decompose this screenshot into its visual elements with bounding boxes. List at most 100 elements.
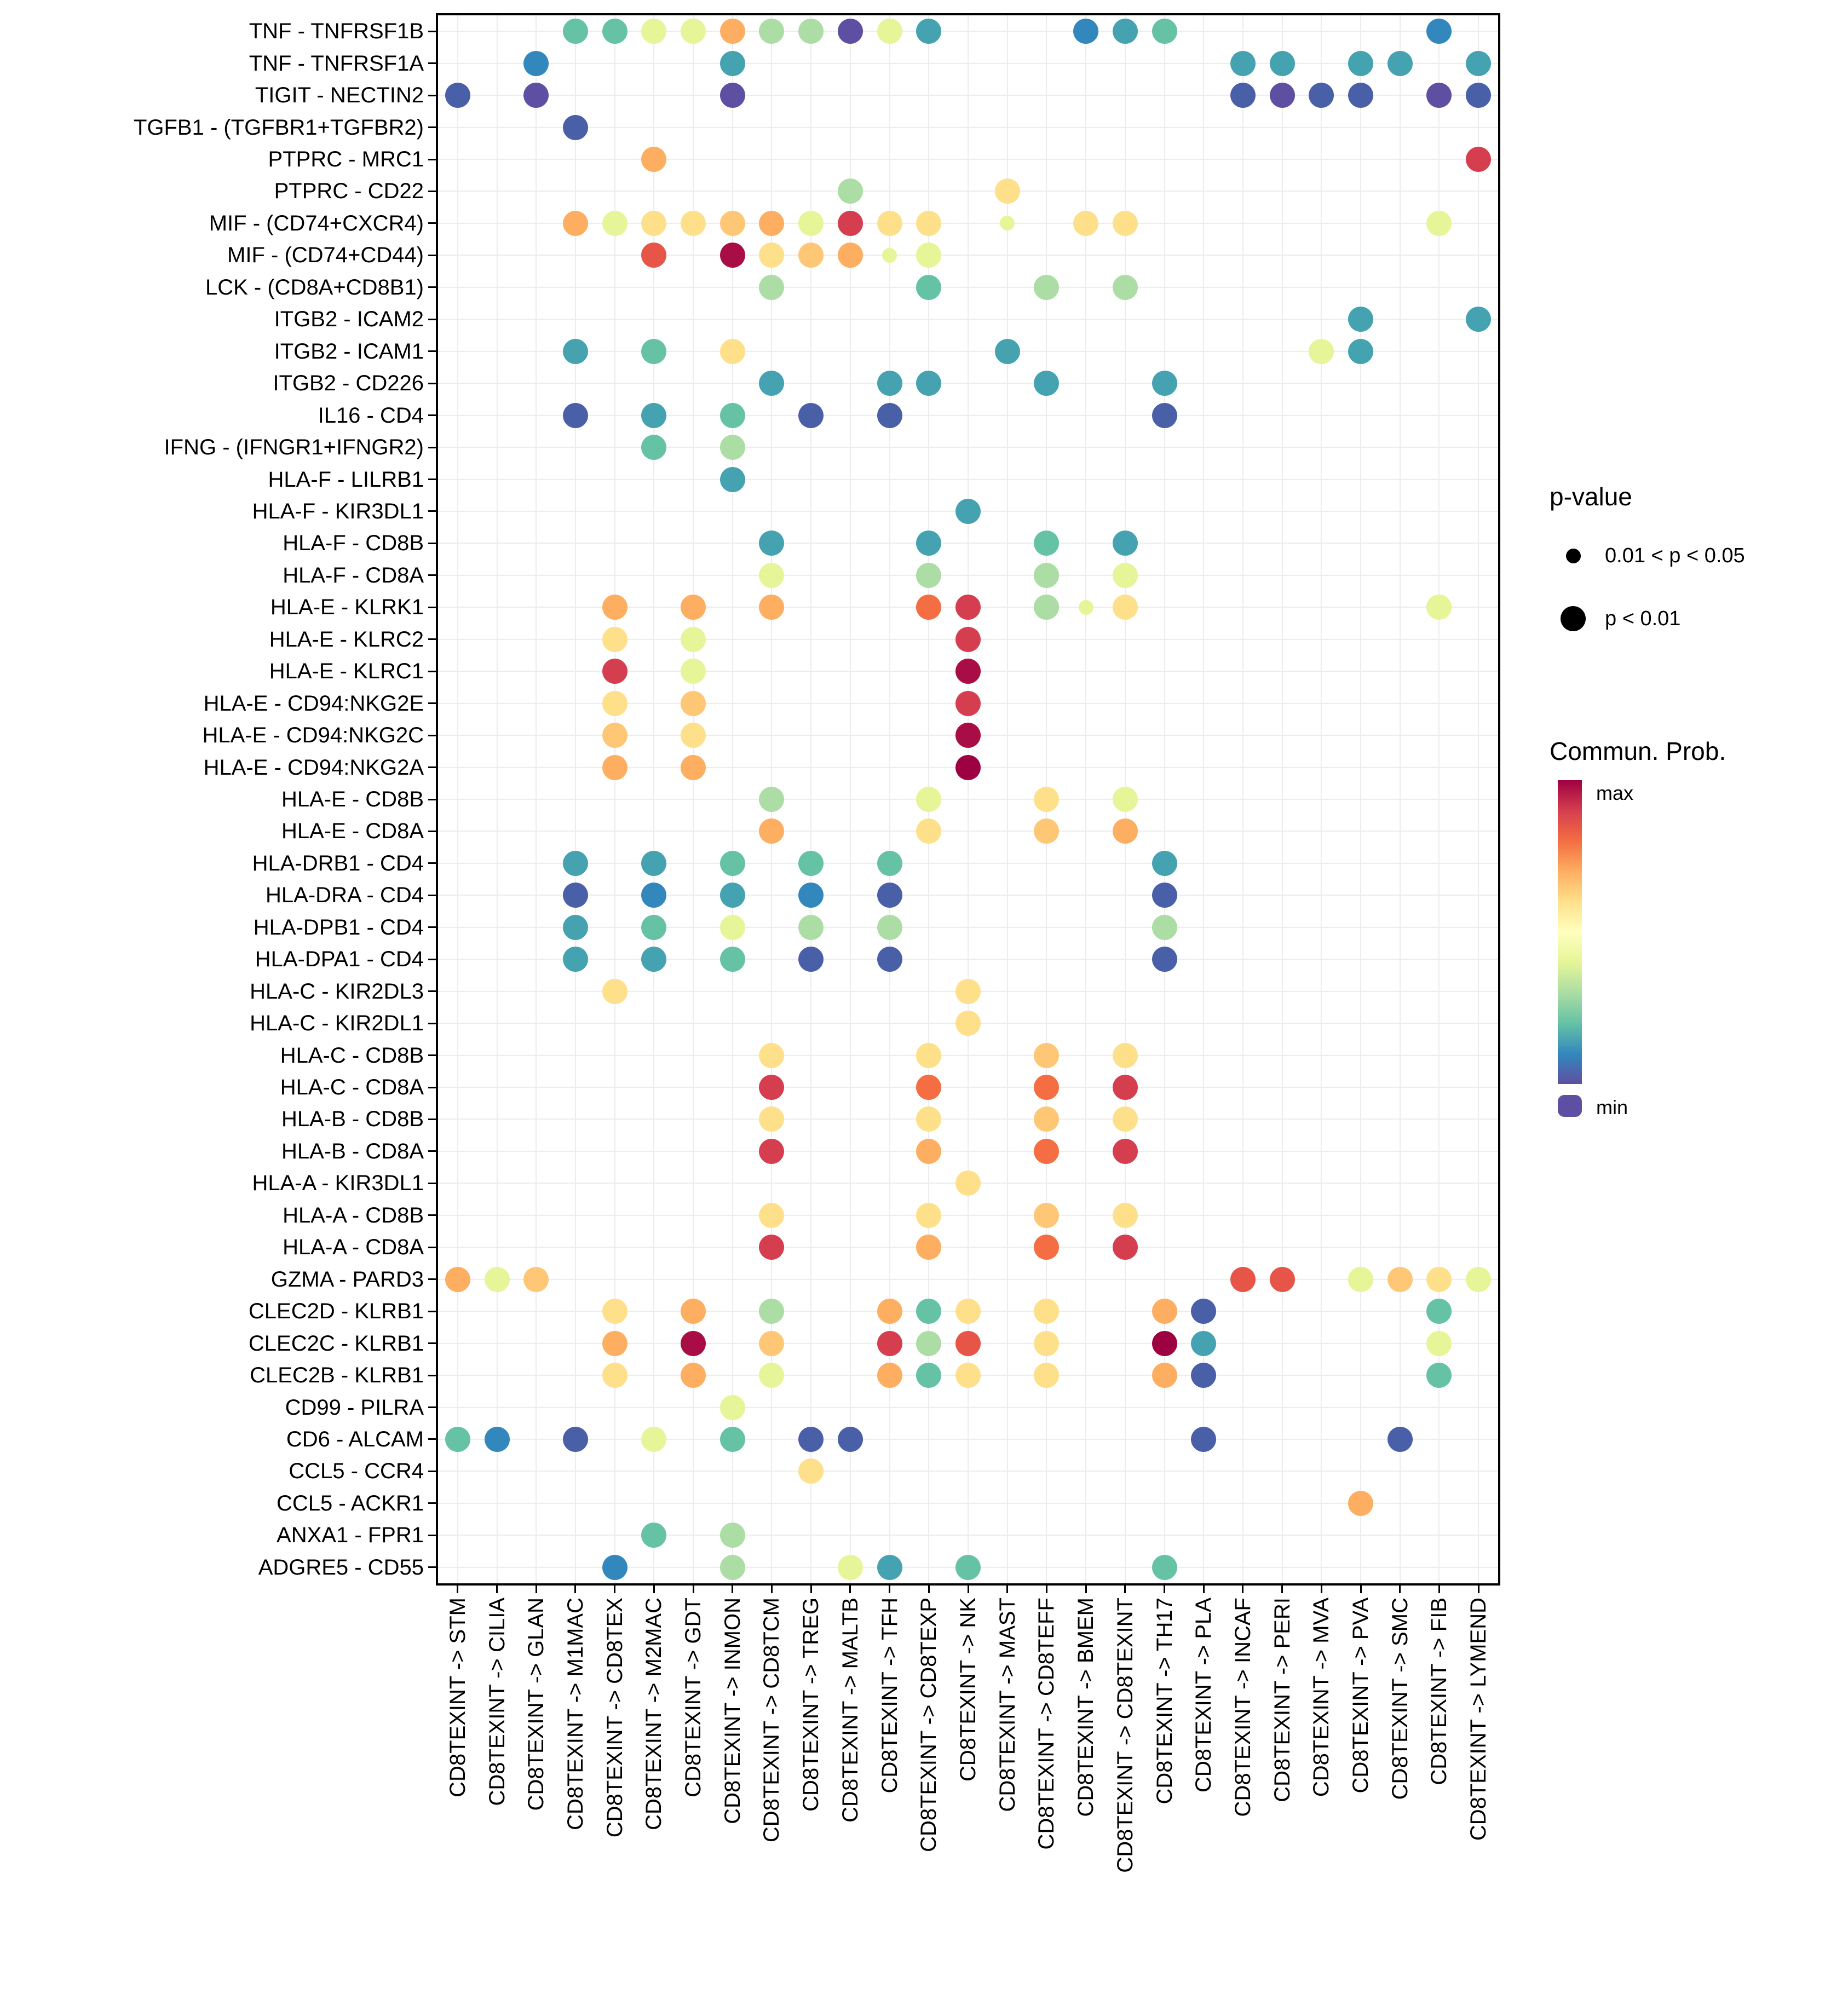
data-point xyxy=(641,1523,667,1548)
data-point xyxy=(955,1299,981,1324)
data-point xyxy=(759,1235,785,1260)
data-point xyxy=(798,1426,824,1452)
data-point xyxy=(955,1011,981,1036)
x-axis-tick xyxy=(457,1586,459,1593)
y-axis-label: HLA-C - KIR2DL3 xyxy=(250,979,424,1004)
data-point xyxy=(1034,1042,1060,1068)
data-point xyxy=(1152,850,1177,876)
y-axis-tick xyxy=(428,1502,436,1504)
pvalue-legend-title: p-value xyxy=(1550,482,1632,511)
pvalue-dot-cell xyxy=(1558,548,1588,563)
data-point xyxy=(1230,83,1256,108)
data-point xyxy=(798,914,824,940)
data-point xyxy=(719,210,745,236)
data-point xyxy=(681,595,706,620)
data-point xyxy=(798,402,824,428)
x-axis-tick xyxy=(770,1586,773,1593)
pvalue-item-large-label: p < 0.01 xyxy=(1605,607,1681,630)
y-axis-tick xyxy=(428,638,436,641)
data-point xyxy=(759,595,785,620)
x-axis-tick xyxy=(849,1586,851,1593)
y-axis-tick xyxy=(428,254,436,256)
data-point xyxy=(562,402,588,428)
x-axis-tick xyxy=(1360,1586,1362,1593)
y-axis-tick xyxy=(428,1310,436,1312)
x-axis-label: CD8TEXINT -> CD8TEX xyxy=(602,1598,627,1838)
data-point xyxy=(681,659,706,684)
data-point xyxy=(1348,1266,1374,1292)
y-axis-label: CLEC2C - KLRB1 xyxy=(248,1331,424,1356)
x-axis-tick xyxy=(1085,1586,1087,1593)
gridline xyxy=(536,15,537,1583)
x-axis-label: CD8TEXINT -> MAST xyxy=(995,1598,1020,1812)
data-point xyxy=(798,19,824,44)
x-axis-label: CD8TEXINT -> TH17 xyxy=(1152,1598,1177,1805)
data-point xyxy=(719,466,745,492)
data-point xyxy=(602,723,627,748)
data-point xyxy=(719,83,745,108)
y-axis-tick xyxy=(428,1406,436,1409)
data-point xyxy=(484,1426,510,1452)
data-point xyxy=(1348,1490,1374,1516)
data-point xyxy=(1112,1235,1138,1260)
y-axis-tick xyxy=(428,862,436,864)
data-point xyxy=(955,1171,981,1196)
data-point xyxy=(1112,1202,1138,1228)
data-point xyxy=(1426,83,1452,108)
data-point xyxy=(602,1330,627,1356)
y-axis-tick xyxy=(428,1118,436,1120)
colorbar-gradient xyxy=(1558,780,1582,1084)
data-point xyxy=(877,210,902,236)
data-point xyxy=(1191,1363,1217,1388)
x-axis-label: CD8TEXINT -> M1MAC xyxy=(563,1598,588,1830)
x-axis-label: CD8TEXINT -> CD8TEXINT xyxy=(1113,1598,1137,1873)
data-point xyxy=(877,914,902,940)
data-point xyxy=(681,19,706,44)
x-axis-tick xyxy=(1320,1586,1322,1593)
pvalue-dot-cell xyxy=(1558,606,1588,631)
data-point xyxy=(1152,1299,1177,1324)
data-point xyxy=(719,883,745,908)
data-point xyxy=(641,210,667,236)
data-point xyxy=(955,978,981,1004)
y-axis-label: TNF - TNFRSF1A xyxy=(249,51,424,76)
data-point xyxy=(916,274,942,300)
data-point xyxy=(994,338,1020,364)
x-axis-tick xyxy=(1281,1586,1283,1593)
y-axis-tick xyxy=(428,222,436,224)
data-point xyxy=(1230,1266,1256,1292)
y-axis-label: IFNG - (IFNGR1+IFNGR2) xyxy=(164,435,424,460)
y-axis-tick xyxy=(428,798,436,800)
data-point xyxy=(955,498,981,524)
gridline xyxy=(810,15,812,1583)
data-point xyxy=(1034,1299,1060,1324)
y-axis-label: HLA-E - KLRC1 xyxy=(269,659,424,684)
y-axis-tick xyxy=(428,990,436,993)
y-axis-tick xyxy=(428,542,436,544)
y-axis-label: HLA-E - CD94:NKG2A xyxy=(203,755,424,780)
gridline xyxy=(1085,15,1087,1583)
y-axis-label: CCL5 - CCR4 xyxy=(289,1459,424,1484)
data-point xyxy=(641,402,667,428)
data-point xyxy=(994,178,1020,204)
y-axis-tick xyxy=(428,1182,436,1184)
y-axis-label: ANXA1 - FPR1 xyxy=(277,1523,424,1548)
data-point xyxy=(1348,83,1374,108)
x-axis-tick xyxy=(1045,1586,1047,1593)
data-point xyxy=(1309,338,1334,364)
y-axis-tick xyxy=(428,926,436,929)
data-point xyxy=(1466,1266,1492,1292)
data-point xyxy=(759,274,785,300)
data-point xyxy=(1034,1363,1060,1388)
gridline xyxy=(693,15,694,1583)
y-axis-label: HLA-A - CD8A xyxy=(283,1235,424,1260)
data-point xyxy=(759,787,785,812)
gridline xyxy=(1321,15,1322,1583)
data-point xyxy=(719,19,745,44)
data-point xyxy=(1348,307,1374,332)
data-point xyxy=(681,1330,706,1356)
data-point xyxy=(719,850,745,876)
pvalue-item-small: 0.01 < p < 0.05 xyxy=(1558,539,1745,572)
gridline xyxy=(496,15,498,1583)
y-axis-label: HLA-C - CD8B xyxy=(280,1043,424,1068)
